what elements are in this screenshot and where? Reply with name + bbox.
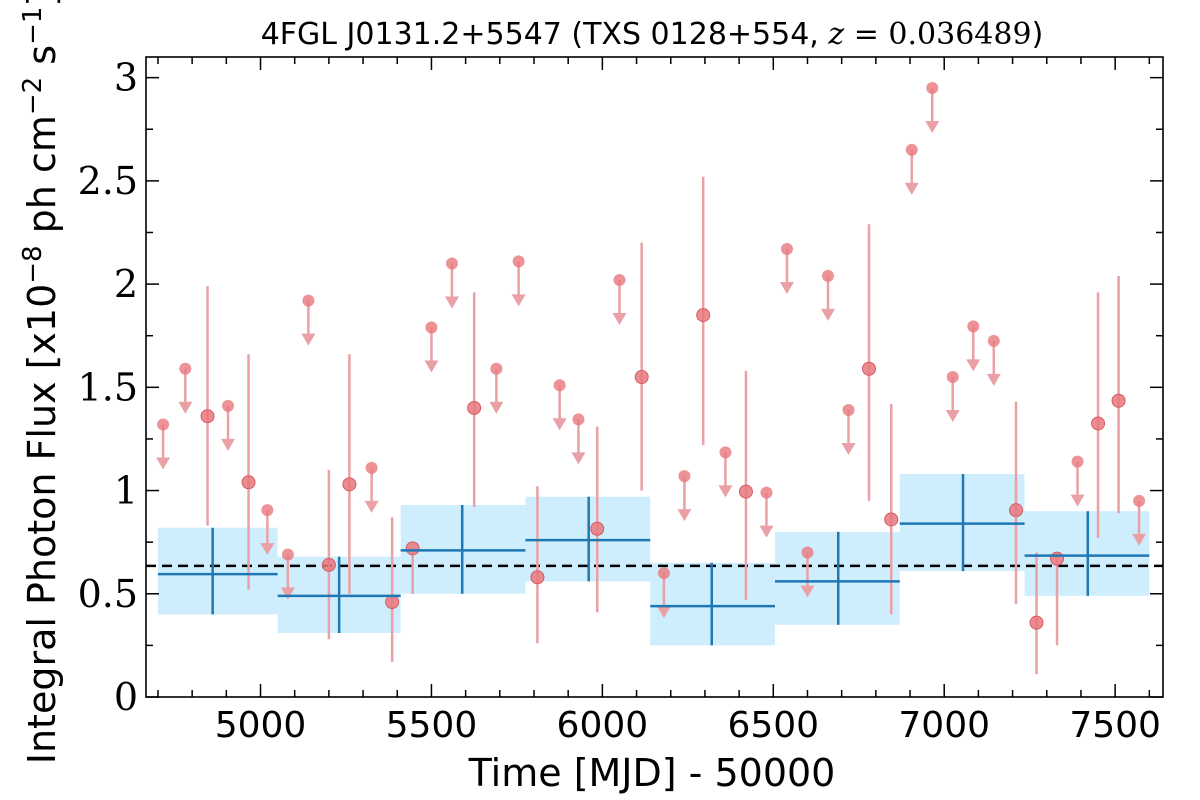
detection-point [342, 477, 357, 492]
upper-limit-point [780, 243, 793, 255]
upper-limit-arrow-head [221, 438, 236, 451]
axes: 5000 5500 6000 6500 7000 7500 0 0.5 1 1.5 2 2.5 3 [78, 56, 1164, 746]
detection-point [862, 361, 877, 376]
detection-point [738, 484, 753, 499]
upper-limit-arrow-head [841, 443, 856, 456]
upper-limit-point [613, 273, 626, 286]
upper-limit-arrow-head [925, 120, 940, 133]
y-tick-label: 2.5 [78, 159, 138, 203]
detection-point [385, 595, 400, 610]
upper-limit-arrow-head [156, 457, 171, 470]
upper-limit-point [842, 404, 855, 417]
detection-point [467, 400, 482, 415]
x-tick-label: 6500 [727, 705, 819, 746]
detection-point [1111, 393, 1126, 408]
upper-limit-arrow-head [424, 360, 439, 373]
upper-limit-arrow-head [779, 282, 794, 294]
detection-point [1091, 416, 1106, 431]
upper-limit-arrow-head [1070, 494, 1085, 507]
upper-limit-point [553, 379, 566, 392]
upper-limit-arrow-head [656, 606, 671, 619]
upper-limit-point [222, 399, 235, 412]
detection-point [530, 570, 545, 585]
upper-limit-point [926, 81, 939, 94]
upper-limit-point [1133, 494, 1146, 507]
y-tick-label: 1 [114, 469, 138, 513]
upper-limit-arrow-head [364, 500, 379, 513]
plot-area [146, 81, 1163, 675]
x-tick-label: 7500 [1069, 705, 1161, 746]
upper-limit-point [445, 257, 458, 270]
upper-limit-arrow-head [301, 333, 316, 346]
upper-limit-arrow-head [800, 585, 815, 598]
upper-limit-point [261, 504, 274, 517]
y-tick-label: 3 [114, 56, 138, 100]
x-tick-label: 6000 [557, 705, 649, 746]
upper-limit-point [657, 567, 670, 580]
y-axis-label: Integral Photon Flux [x10−8 ph cm−2 s−1] [18, 0, 64, 764]
upper-limit-point [905, 143, 918, 156]
upper-limit-arrow-head [511, 294, 526, 307]
detection-point [590, 521, 605, 536]
y-tick-label: 1.5 [78, 365, 138, 409]
upper-limit-point [490, 362, 503, 375]
upper-limit-point [572, 413, 585, 426]
y-tick-label: 0 [114, 675, 138, 719]
upper-limit-point [946, 371, 959, 383]
upper-limit-arrow-head [552, 418, 567, 431]
detection-point [405, 541, 420, 556]
upper-limit-point [281, 548, 294, 561]
upper-limit-arrow-head [945, 410, 960, 422]
upper-limit-arrow-head [820, 308, 835, 321]
detection-point [634, 370, 649, 384]
detection-point [884, 512, 899, 527]
upper-limit-point [179, 362, 192, 375]
upper-limit-arrow-head [260, 543, 275, 556]
upper-limit-arrow-head [986, 373, 1001, 386]
upper-limit-arrow-head [571, 452, 586, 465]
y-tick-label: 0.5 [78, 572, 138, 616]
binned-band [157, 527, 278, 615]
upper-limit-point [678, 470, 691, 483]
x-axis-label: Time [MJD] - 50000 [468, 751, 836, 795]
upper-limit-point [801, 546, 814, 559]
detection-point [1009, 503, 1024, 518]
axes-frame [145, 56, 1164, 698]
detection-point [1029, 615, 1044, 630]
x-tick-label: 5500 [386, 705, 478, 746]
upper-limit-arrow-head [759, 525, 774, 538]
chart-title: 4FGL J0131.2+5547 (TXS 0128+554, z = 0.0… [261, 17, 1044, 52]
detection-point [241, 475, 256, 490]
upper-limit-arrow-head [966, 359, 981, 372]
x-tick-label: 7000 [898, 705, 990, 746]
upper-limit-point [987, 334, 1000, 347]
upper-limit-arrow-head [904, 182, 919, 195]
upper-limit-point [365, 461, 378, 474]
upper-limit-arrow-head [489, 401, 504, 414]
upper-limit-arrow-head [1132, 533, 1147, 546]
upper-limit-point [967, 320, 980, 333]
upper-limit-point [512, 255, 525, 268]
upper-limit-point [1071, 455, 1084, 468]
upper-limit-arrow-head [178, 401, 193, 414]
upper-limit-arrow-head [280, 587, 295, 600]
upper-limit-point [157, 418, 170, 431]
upper-limit-arrow-head [612, 312, 627, 325]
upper-limit-arrow-head [444, 296, 459, 309]
upper-limit-arrow-head [677, 509, 692, 522]
upper-limit-point [302, 294, 315, 307]
detection-point [696, 308, 711, 323]
detection-point [321, 557, 336, 572]
upper-limit-point [719, 446, 732, 459]
x-tick-label: 5000 [215, 705, 307, 746]
detection-point [1050, 551, 1065, 566]
detection-point [200, 409, 215, 424]
upper-limit-point [821, 269, 834, 282]
upper-limit-arrow-head [718, 485, 733, 498]
upper-limit-point [760, 486, 773, 499]
y-tick-label: 2 [114, 262, 138, 306]
upper-limit-point [425, 321, 438, 334]
